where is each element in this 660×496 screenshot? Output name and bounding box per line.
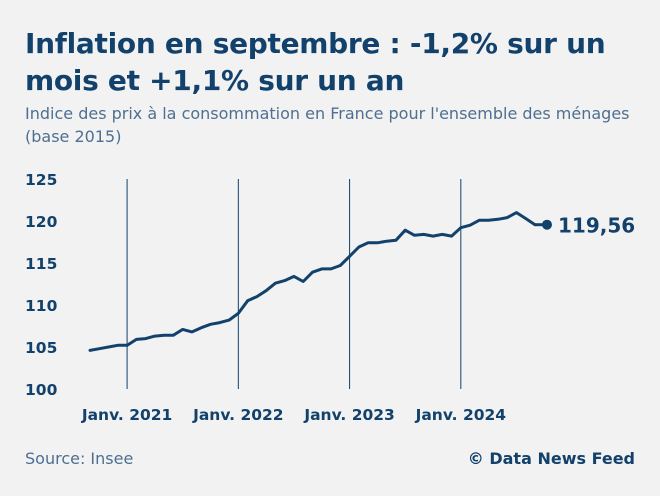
y-tick-label: 120 <box>25 213 58 231</box>
chart-footer: Source: Insee © Data News Feed <box>25 449 635 468</box>
y-tick-label: 100 <box>25 381 58 399</box>
chart-subtitle: Indice des prix à la consommation en Fra… <box>25 104 630 146</box>
y-tick-label: 110 <box>25 297 58 315</box>
y-tick-label: 105 <box>25 339 57 357</box>
x-tick-label: Janv. 2023 <box>303 406 395 424</box>
y-tick-label: 125 <box>25 171 57 189</box>
line-chart: Janv. 2021 Janv. 2022 Janv. 2023 Janv. 2024… <box>25 171 635 424</box>
chart-title: Inflation en septembre : -1,2% sur un mo… <box>25 27 606 97</box>
credit-label: © Data News Feed <box>467 449 635 468</box>
x-tick-label: Janv. 2022 <box>192 406 284 424</box>
end-value-label: 119,56 <box>558 214 635 238</box>
x-tick-label: Janv. 2024 <box>415 406 507 424</box>
series-line <box>88 211 537 352</box>
x-tick-label: Janv. 2021 <box>81 406 173 424</box>
y-tick-label: 115 <box>25 255 57 273</box>
source-label: Source: Insee <box>25 449 134 468</box>
